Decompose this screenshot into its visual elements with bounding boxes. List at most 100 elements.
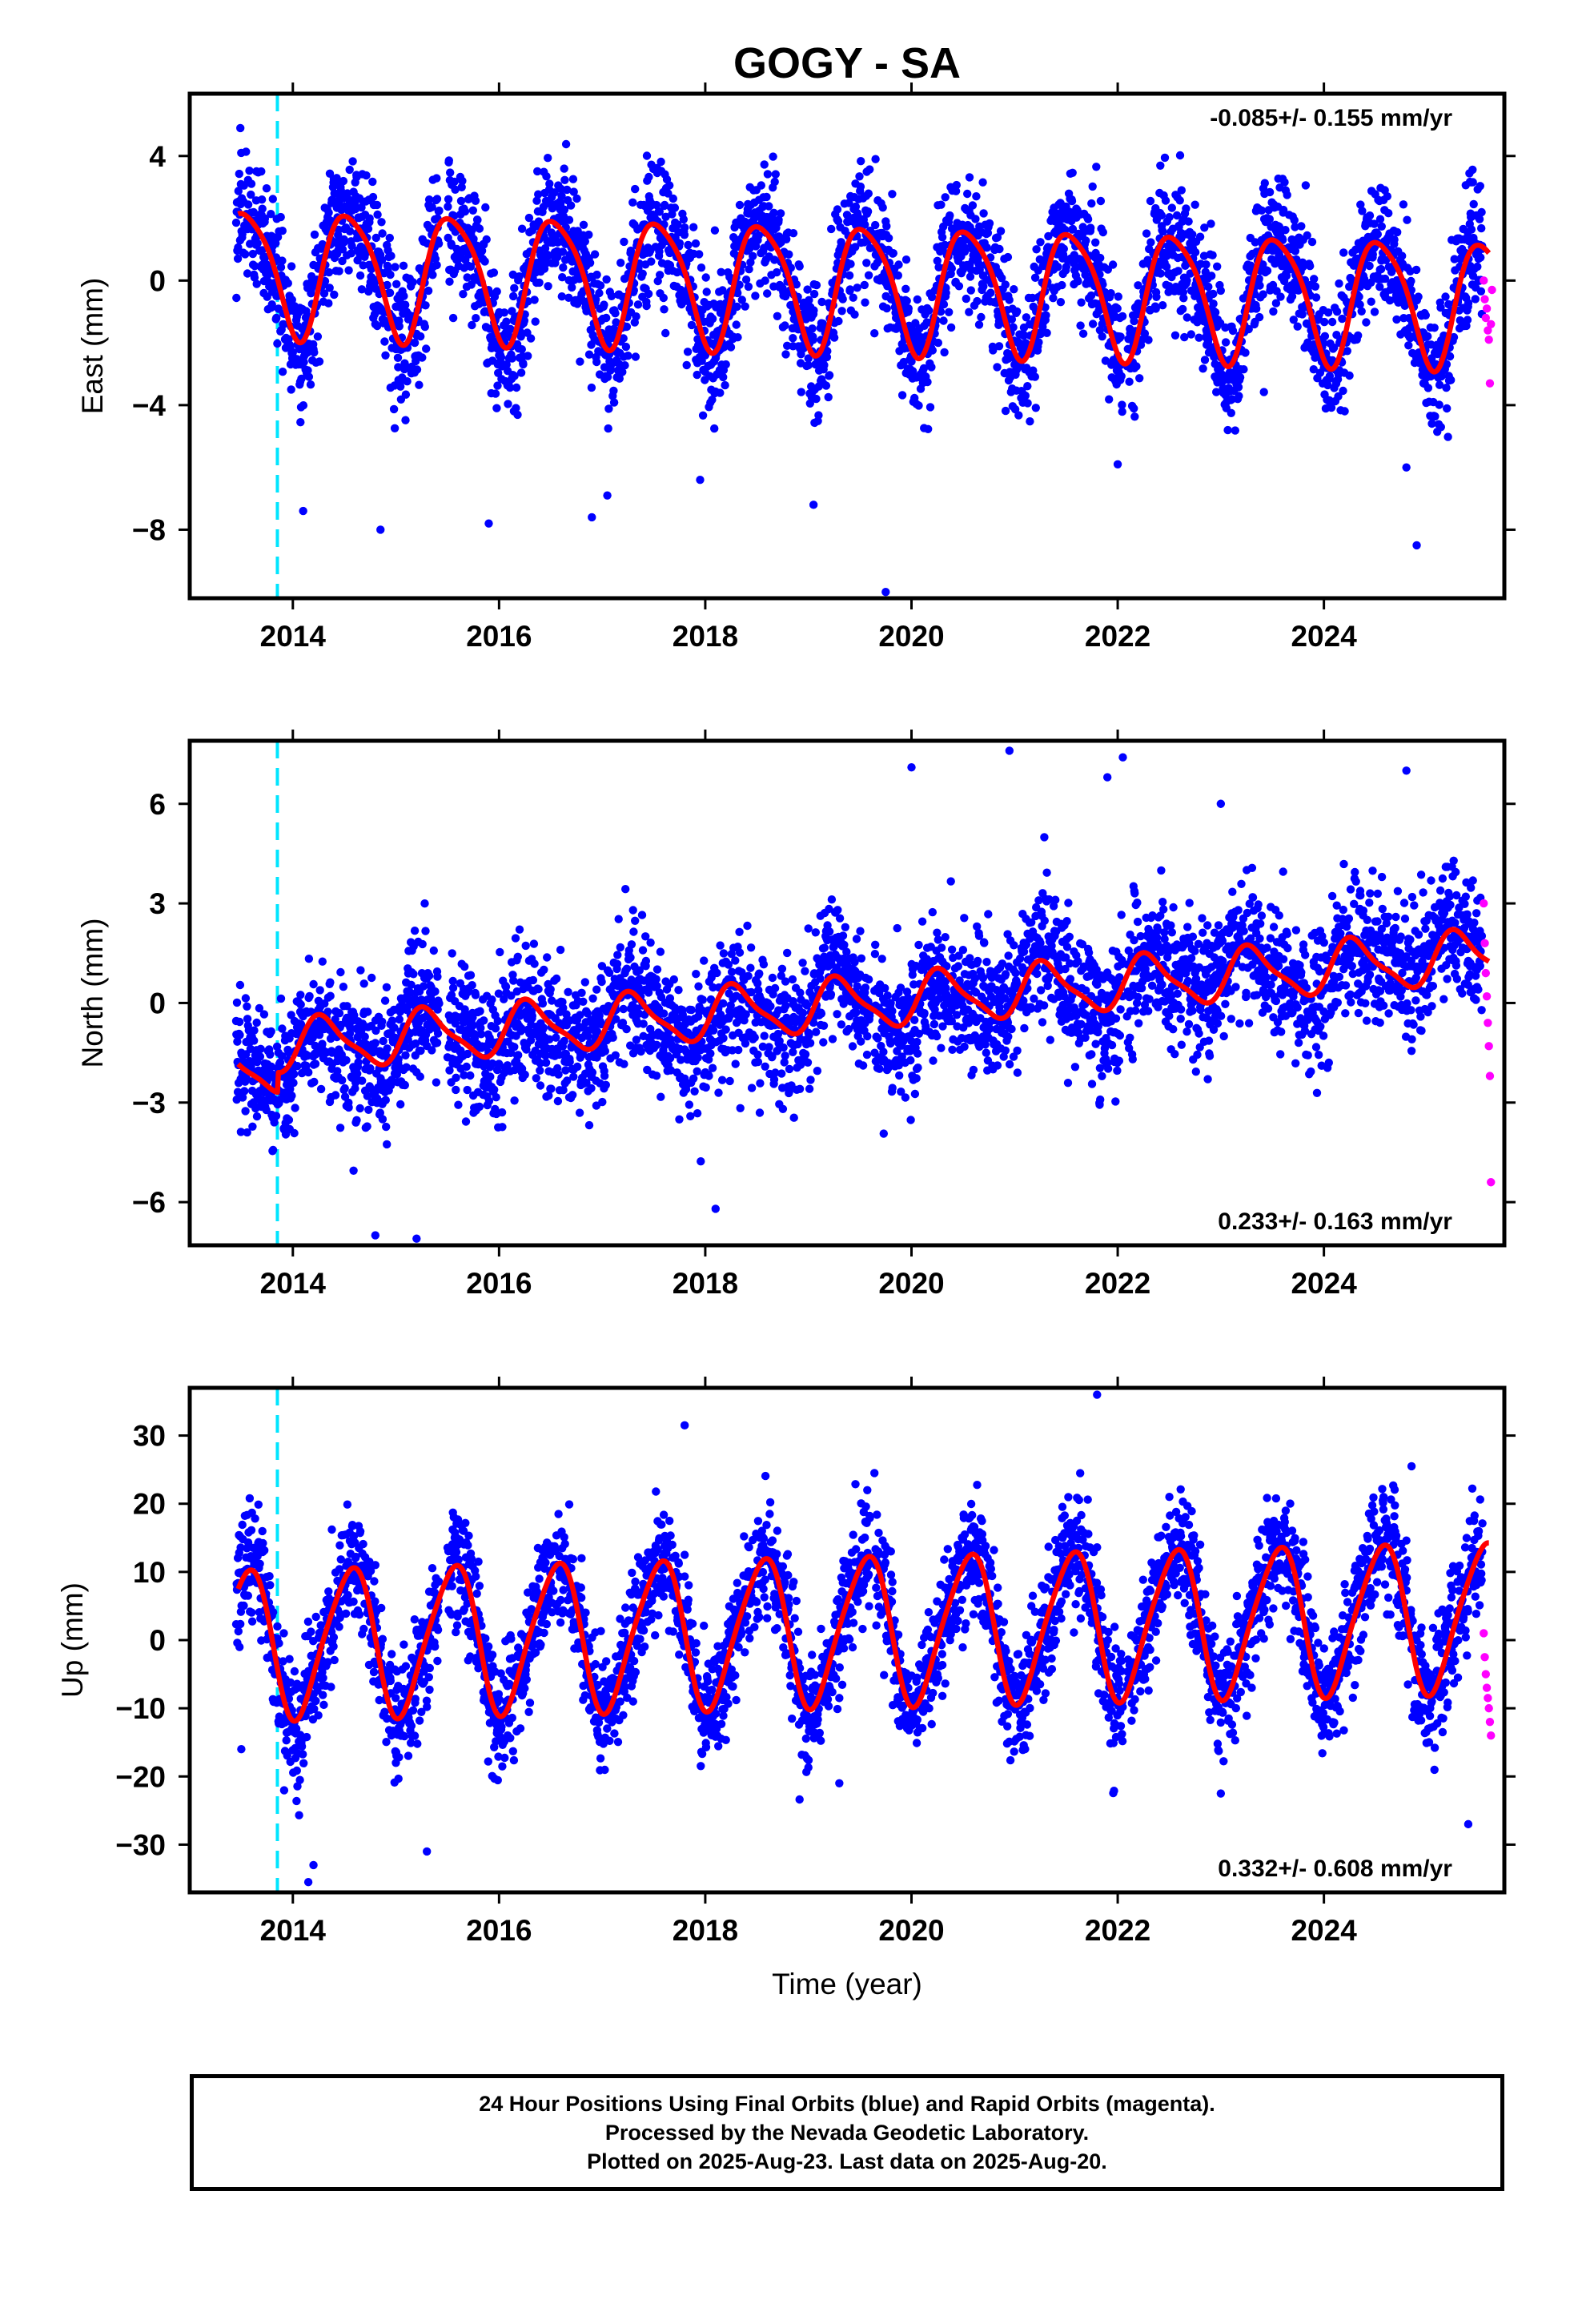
final-orbit-point xyxy=(284,1116,294,1124)
final-orbit-point xyxy=(825,371,834,380)
final-orbit-point xyxy=(1259,388,1268,396)
final-orbit-point xyxy=(1186,330,1196,339)
final-orbit-point xyxy=(693,370,701,380)
final-orbit-point xyxy=(243,1015,252,1023)
final-orbit-point xyxy=(687,320,697,330)
final-orbit-point xyxy=(431,987,440,996)
final-orbit-point xyxy=(661,200,669,210)
final-orbit-point xyxy=(1263,266,1272,275)
final-orbit-point xyxy=(471,991,480,999)
final-orbit-point xyxy=(563,185,572,195)
final-orbit-point xyxy=(461,1117,471,1126)
final-orbit-point xyxy=(360,1032,369,1041)
final-orbit-point xyxy=(363,1007,372,1016)
final-orbit-point xyxy=(309,260,318,270)
final-orbit-point xyxy=(502,317,511,326)
final-orbit-point xyxy=(548,996,556,1005)
final-orbit-point xyxy=(509,292,518,301)
final-orbit-point xyxy=(488,1059,497,1068)
final-orbit-point xyxy=(613,951,622,959)
final-orbit-point xyxy=(1061,225,1070,235)
final-orbit-point xyxy=(865,243,875,252)
final-orbit-point xyxy=(656,1092,665,1101)
velocity-label: -0.085+/- 0.155 mm/yr xyxy=(1210,105,1452,131)
final-orbit-point xyxy=(644,988,653,997)
rapid-orbit-point xyxy=(1480,276,1488,285)
final-orbit-point xyxy=(554,1070,563,1079)
final-orbit-point xyxy=(339,238,349,247)
final-orbit-point xyxy=(652,200,661,210)
final-orbit-point xyxy=(1287,292,1297,301)
final-orbit-point xyxy=(510,1096,519,1105)
final-orbit-point xyxy=(1291,223,1299,231)
final-orbit-point xyxy=(864,271,873,279)
final-orbit-point xyxy=(323,1007,332,1016)
final-orbit-point xyxy=(861,298,869,307)
final-orbit-point xyxy=(412,365,422,374)
final-orbit-point xyxy=(1354,331,1363,340)
final-orbit-point xyxy=(655,247,664,256)
final-orbit-point xyxy=(587,383,596,392)
final-orbit-point xyxy=(468,1013,477,1022)
final-orbit-point xyxy=(521,941,530,951)
final-orbit-point xyxy=(391,344,400,354)
final-orbit-point xyxy=(305,991,314,1001)
final-orbit-point xyxy=(837,307,846,316)
final-orbit-point xyxy=(544,154,552,163)
final-orbit-point xyxy=(1271,299,1281,308)
final-orbit-point xyxy=(1381,255,1391,264)
final-orbit-point xyxy=(882,304,891,313)
final-orbit-point xyxy=(1376,264,1386,274)
final-orbit-point xyxy=(827,224,836,234)
final-orbit-point xyxy=(716,388,725,397)
final-orbit-point xyxy=(1221,338,1231,347)
final-orbit-point xyxy=(584,350,594,359)
final-orbit-point xyxy=(512,383,521,392)
final-orbit-point xyxy=(496,947,504,957)
final-orbit-point xyxy=(283,338,292,348)
final-orbit-point xyxy=(335,1009,344,1018)
final-orbit-point xyxy=(473,215,482,224)
final-orbit-point xyxy=(1320,317,1329,327)
final-orbit-point xyxy=(505,383,515,392)
x-tick-label: 2022 xyxy=(1085,620,1150,653)
final-orbit-point xyxy=(345,227,355,235)
final-orbit-point xyxy=(966,272,975,281)
final-orbit-point xyxy=(804,360,813,370)
final-orbit-point xyxy=(368,177,377,187)
final-orbit-point xyxy=(708,396,717,404)
final-orbit-point xyxy=(315,357,324,366)
final-orbit-point xyxy=(365,214,374,223)
final-orbit-point xyxy=(517,345,526,354)
final-orbit-point xyxy=(340,1084,349,1093)
final-orbit-point xyxy=(576,357,584,366)
final-orbit-point xyxy=(1421,311,1431,320)
final-orbit-point xyxy=(856,182,865,191)
final-orbit-point xyxy=(283,279,292,287)
final-orbit-point xyxy=(684,240,693,250)
final-orbit-point xyxy=(566,201,576,210)
final-orbit-point xyxy=(331,1015,339,1024)
final-orbit-point xyxy=(757,181,765,190)
final-orbit-point xyxy=(1449,332,1459,342)
final-orbit-point xyxy=(702,287,711,296)
final-orbit-point xyxy=(296,991,305,999)
final-orbit-point xyxy=(582,1079,591,1088)
final-orbit-point xyxy=(1101,356,1110,365)
final-orbit-point xyxy=(432,174,441,183)
final-orbit-point xyxy=(1431,412,1439,421)
outlier-point xyxy=(376,525,385,534)
final-orbit-point xyxy=(913,295,922,304)
final-orbit-point xyxy=(1259,290,1267,299)
final-orbit-point xyxy=(666,1066,676,1075)
final-orbit-point xyxy=(1200,223,1209,232)
final-orbit-point xyxy=(232,998,242,1007)
final-orbit-point xyxy=(888,190,897,199)
final-orbit-point xyxy=(974,320,984,329)
final-orbit-point xyxy=(557,191,566,200)
final-orbit-point xyxy=(506,324,515,334)
rapid-orbit-point xyxy=(1481,313,1491,323)
final-orbit-point xyxy=(513,952,522,962)
final-orbit-point xyxy=(607,292,616,300)
final-orbit-point xyxy=(745,265,753,274)
